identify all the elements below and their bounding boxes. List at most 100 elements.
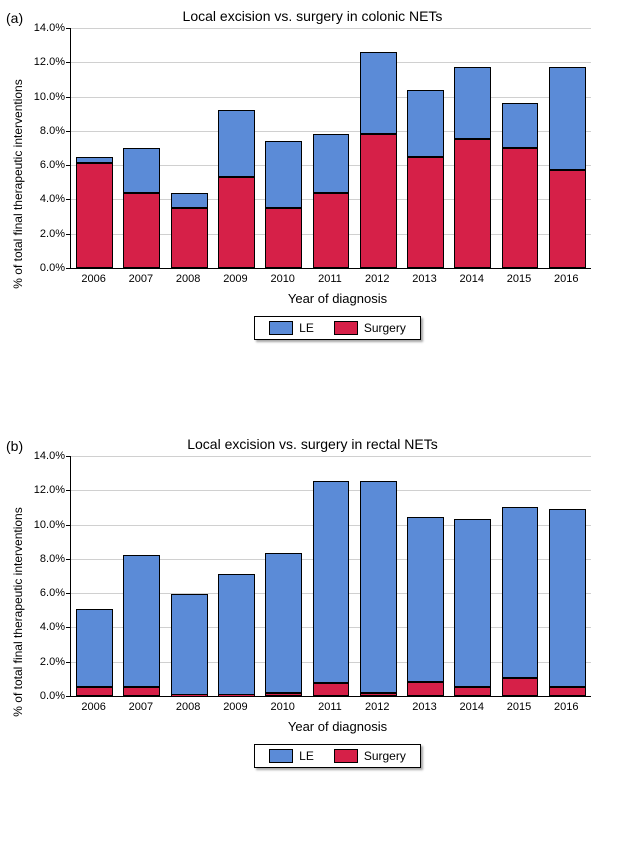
bar-slot [260,28,307,268]
bar-slot [71,28,118,268]
bar-segment-le [171,594,208,695]
y-tick-label: 2.0% [40,656,71,668]
panel-a-plot: 0.0%2.0%4.0%6.0%8.0%10.0%12.0%14.0% [70,28,591,269]
x-category: 2011 [306,273,353,285]
bar-segment-le [454,519,491,688]
bar-slot [355,28,402,268]
bar [265,141,302,268]
panel-b-xlabel: Year of diagnosis [70,719,605,734]
y-tick-label: 14.0% [34,22,71,34]
bar-segment-surgery [407,682,444,696]
bar [171,193,208,268]
bar-segment-le [407,517,444,682]
bar-slot [402,456,449,696]
x-category: 2006 [70,273,117,285]
x-category: 2009 [212,701,259,713]
y-tick-label: 10.0% [34,91,71,103]
bar [407,90,444,268]
surgery-label: Surgery [364,749,406,763]
bar-segment-le [360,481,397,693]
bar [313,481,350,696]
bar-segment-le [549,67,586,170]
x-category: 2008 [165,273,212,285]
bar-segment-surgery [218,695,255,696]
bar-slot [449,456,496,696]
bar [549,67,586,268]
y-tick-label: 6.0% [40,587,71,599]
panel-b-label: (b) [6,438,23,454]
x-category: 2016 [543,701,590,713]
bars [71,456,591,696]
y-tick-label: 10.0% [34,519,71,531]
panel-a-ylabel: % of total final therapeutic interventio… [11,79,25,288]
bar-slot [307,28,354,268]
surgery-swatch [334,749,358,763]
bar-segment-le [502,103,539,148]
bar-segment-le [313,134,350,192]
x-category: 2012 [354,273,401,285]
bar [171,594,208,696]
y-tick-label: 4.0% [40,193,71,205]
bar [123,148,160,268]
bar-segment-le [123,555,160,686]
y-tick-label: 8.0% [40,125,71,137]
y-tick-label: 6.0% [40,159,71,171]
bar-segment-surgery [265,208,302,268]
bar-segment-le [549,509,586,687]
bar-segment-le [407,90,444,157]
x-category: 2014 [448,701,495,713]
bar-segment-le [502,507,539,678]
bar-slot [213,28,260,268]
panel-b-plot: 0.0%2.0%4.0%6.0%8.0%10.0%12.0%14.0% [70,456,591,697]
bar-slot [307,456,354,696]
bar-segment-surgery [171,208,208,268]
bar-segment-le [218,110,255,177]
x-category: 2016 [543,273,590,285]
bar-segment-surgery [454,139,491,268]
bar-slot [544,28,591,268]
bar-segment-surgery [360,693,397,696]
x-category: 2009 [212,273,259,285]
x-category: 2007 [117,273,164,285]
x-category: 2007 [117,701,164,713]
bar-segment-le [123,148,160,193]
bar-segment-surgery [123,193,160,268]
bar-segment-surgery [407,157,444,268]
bar-slot [166,456,213,696]
bar-segment-surgery [549,687,586,696]
x-category: 2010 [259,273,306,285]
legend-item-le: LE [269,749,314,763]
y-tick-label: 12.0% [34,484,71,496]
bar [76,609,113,696]
bar [454,67,491,268]
bar-slot [496,456,543,696]
legend-item-surgery: Surgery [334,749,406,763]
x-category: 2006 [70,701,117,713]
bar [549,509,586,696]
bar-segment-surgery [502,148,539,268]
bar-segment-le [218,574,255,695]
y-tick-label: 12.0% [34,56,71,68]
bar [502,507,539,696]
panel-b-title: Local excision vs. surgery in rectal NET… [0,436,625,452]
panel-b-legend: LE Surgery [70,744,605,768]
bar-segment-surgery [313,683,350,696]
x-category: 2013 [401,701,448,713]
bar [407,517,444,696]
bar-segment-le [171,193,208,208]
bar [123,555,160,696]
x-category: 2010 [259,701,306,713]
bar [265,553,302,696]
panel-a-legend: LE Surgery [70,316,605,340]
panel-b-ylabel: % of total final therapeutic interventio… [11,507,25,716]
legend-item-le: LE [269,321,314,335]
bar-segment-surgery [502,678,539,696]
bar-slot [402,28,449,268]
bar-segment-surgery [549,170,586,268]
panel-b-chart: % of total final therapeutic interventio… [70,456,605,768]
bar-segment-surgery [265,693,302,696]
panel-a-title: Local excision vs. surgery in colonic NE… [0,8,625,24]
bar-slot [544,456,591,696]
x-category: 2014 [448,273,495,285]
bar-segment-le [76,609,113,687]
